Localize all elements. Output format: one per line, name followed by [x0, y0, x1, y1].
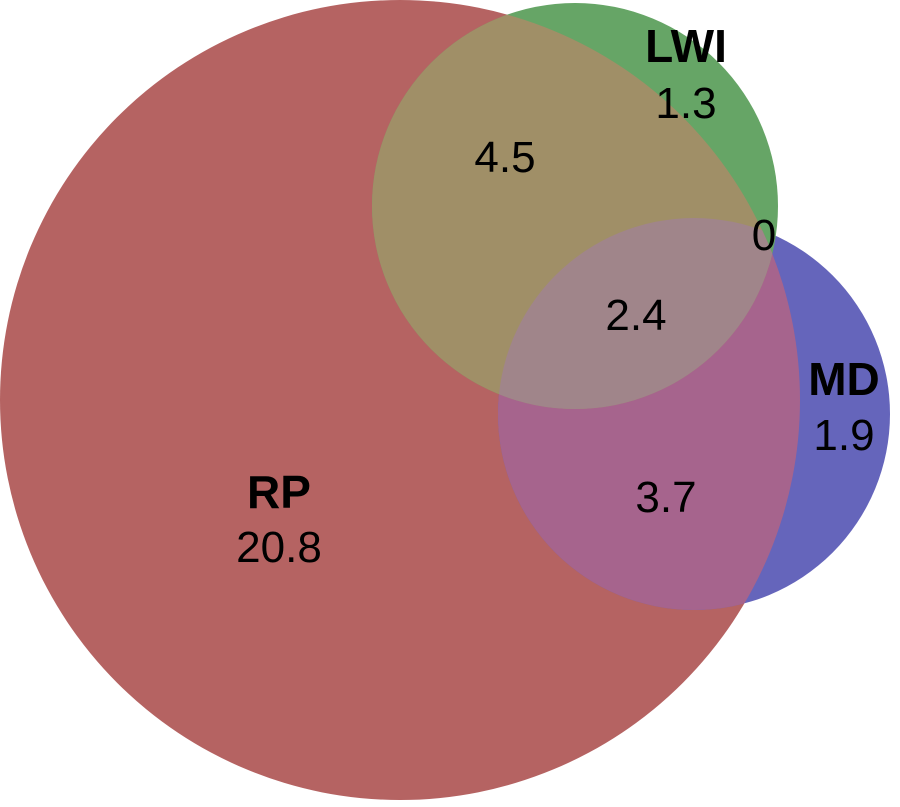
lwi-md-value: 0	[752, 211, 776, 260]
md-set-value: 1.9	[813, 411, 874, 460]
md-set-name: MD	[808, 353, 880, 405]
rp-set-name: RP	[247, 466, 311, 518]
rp-lwi-value: 4.5	[474, 133, 535, 182]
rp-set-value: 20.8	[236, 523, 322, 572]
rp-md-value: 3.7	[635, 473, 696, 522]
lwi-set-name: LWI	[645, 20, 727, 72]
rp-lwi-md-value: 2.4	[605, 291, 666, 340]
rp-lwi-md-overlap	[498, 218, 778, 409]
lwi-set-value: 1.3	[655, 79, 716, 128]
